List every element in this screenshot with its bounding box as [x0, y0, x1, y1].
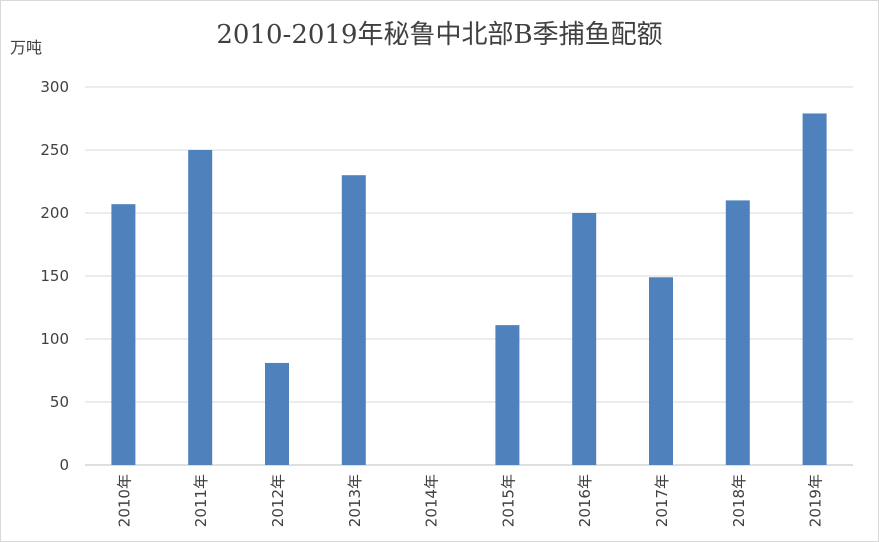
y-tick-label: 200	[40, 204, 69, 222]
chart-title: 2010-2019年秘鲁中北部B季捕鱼配额	[216, 20, 663, 50]
x-tick-label: 2018年	[730, 474, 748, 527]
bar-2010年	[111, 204, 136, 465]
x-tick-label: 2012年	[269, 474, 287, 527]
y-axis-unit-label: 万吨	[10, 38, 43, 57]
bar-2012年	[265, 362, 289, 465]
x-tick-label: 2011年	[192, 474, 210, 527]
bar-2015年	[495, 325, 520, 465]
bar-2013年	[341, 175, 366, 465]
y-tick-label: 250	[40, 141, 69, 159]
bar-2011年	[188, 150, 213, 465]
y-tick-label: 300	[40, 78, 69, 96]
y-tick-label: 50	[50, 393, 69, 411]
bar-2018年	[725, 200, 750, 465]
x-tick-label: 2015年	[499, 474, 517, 527]
x-tick-label: 2017年	[653, 474, 671, 527]
y-tick-label: 150	[40, 267, 69, 285]
x-tick-label: 2013年	[346, 474, 364, 527]
y-tick-label: 100	[40, 330, 69, 348]
bar-2017年	[649, 277, 673, 465]
bar-2016年	[572, 213, 597, 465]
x-tick-label: 2016年	[576, 474, 594, 527]
x-tick-label: 2019年	[807, 474, 825, 527]
x-tick-label: 2010年	[115, 474, 133, 527]
bar-2019年	[802, 113, 827, 466]
x-tick-label: 2014年	[423, 474, 441, 527]
y-tick-label: 0	[59, 456, 69, 474]
